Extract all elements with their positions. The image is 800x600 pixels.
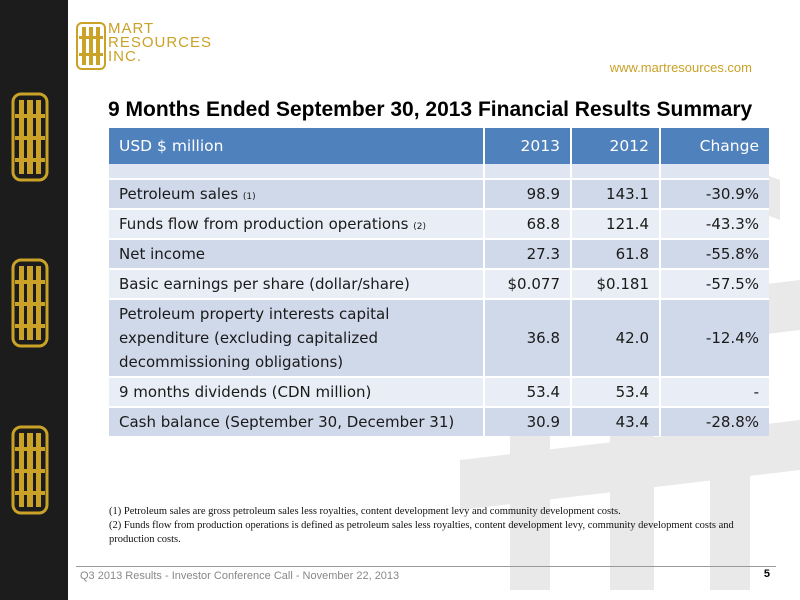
column-header: USD $ million bbox=[109, 128, 485, 164]
value-2012: 61.8 bbox=[571, 238, 661, 269]
brand-line: INC. bbox=[108, 48, 142, 65]
table-row: Petroleum sales (1) 98.9 143.1 -30.9% bbox=[109, 178, 769, 209]
footer-divider bbox=[76, 566, 776, 567]
left-sidebar-bar bbox=[0, 0, 68, 600]
value-2012: 121.4 bbox=[571, 208, 661, 239]
financial-results-table: USD $ million 2013 2012 Change Petroleum… bbox=[109, 128, 769, 436]
row-label: Funds flow from production operations bbox=[119, 215, 409, 233]
value-2012: $0.181 bbox=[571, 268, 661, 299]
brand-name: MART RESOURCES INC. bbox=[108, 20, 213, 65]
table-row: Petroleum property interests capital exp… bbox=[109, 298, 769, 377]
value-2013: 36.8 bbox=[484, 298, 572, 377]
value-2013: 30.9 bbox=[484, 406, 572, 436]
footnote-ref: (2) bbox=[413, 222, 426, 232]
row-label: Basic earnings per share (dollar/share) bbox=[109, 268, 485, 299]
value-change: -30.9% bbox=[660, 178, 769, 209]
page-number: 5 bbox=[763, 568, 770, 580]
value-2012: 43.4 bbox=[571, 406, 661, 436]
value-2013: 68.8 bbox=[484, 208, 572, 239]
row-label: Petroleum sales bbox=[119, 185, 239, 203]
value-change: -28.8% bbox=[660, 406, 769, 436]
footnote: (1) Petroleum sales are gross petroleum … bbox=[109, 506, 621, 517]
brand-line: RESOURCES bbox=[108, 34, 213, 51]
value-change: -57.5% bbox=[660, 268, 769, 299]
page-title: 9 Months Ended September 30, 2013 Financ… bbox=[108, 98, 753, 121]
website-link[interactable]: www.martresources.com bbox=[609, 60, 752, 75]
value-change: - bbox=[660, 376, 769, 407]
value-2013: 53.4 bbox=[484, 376, 572, 407]
column-header: 2013 bbox=[484, 128, 572, 164]
table-row: 9 months dividends (CDN million) 53.4 53… bbox=[109, 376, 769, 407]
table-spacer-row bbox=[109, 164, 769, 179]
row-label: Petroleum property interests capital exp… bbox=[109, 298, 485, 377]
value-change: -12.4% bbox=[660, 298, 769, 377]
footer-text: Q3 2013 Results - Investor Conference Ca… bbox=[80, 570, 400, 582]
table-row: Funds flow from production operations (2… bbox=[109, 208, 769, 239]
value-2013: 98.9 bbox=[484, 178, 572, 209]
company-logo-icon bbox=[76, 22, 106, 70]
brand-line: MART bbox=[108, 20, 155, 37]
value-2013: $0.077 bbox=[484, 268, 572, 299]
footnote: (2) Funds flow from production operation… bbox=[109, 520, 734, 545]
footnote-ref: (1) bbox=[242, 192, 256, 202]
side-logo-icon bbox=[11, 425, 49, 515]
value-change: -43.3% bbox=[660, 208, 769, 239]
value-2012: 42.0 bbox=[571, 298, 661, 377]
table-row: Cash balance (September 30, December 31)… bbox=[109, 406, 769, 436]
row-label: Net income bbox=[109, 238, 485, 269]
table-header-row: USD $ million 2013 2012 Change bbox=[109, 128, 769, 164]
value-change: -55.8% bbox=[660, 238, 769, 269]
column-header: 2012 bbox=[571, 128, 661, 164]
row-label: Cash balance (September 30, December 31) bbox=[109, 406, 485, 436]
side-logo-icon bbox=[11, 92, 49, 182]
table-row: Basic earnings per share (dollar/share) … bbox=[109, 268, 769, 299]
side-logo-icon bbox=[11, 258, 49, 348]
column-header: Change bbox=[660, 128, 769, 164]
value-2013: 27.3 bbox=[484, 238, 572, 269]
table-row: Net income 27.3 61.8 -55.8% bbox=[109, 238, 769, 269]
row-label: 9 months dividends (CDN million) bbox=[109, 376, 485, 407]
value-2012: 53.4 bbox=[571, 376, 661, 407]
value-2012: 143.1 bbox=[571, 178, 661, 209]
footnotes: (1) Petroleum sales are gross petroleum … bbox=[109, 505, 769, 547]
